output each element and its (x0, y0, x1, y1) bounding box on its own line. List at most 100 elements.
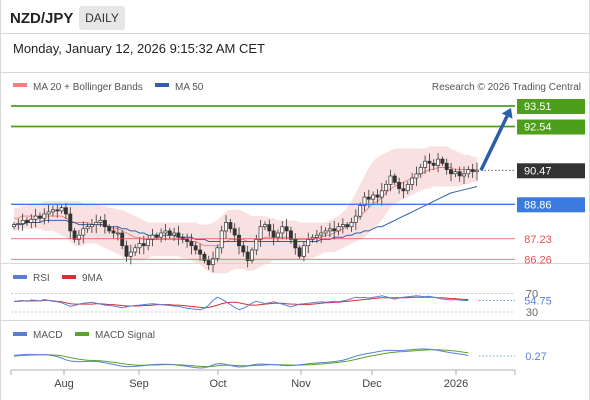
divider-macd (0, 320, 590, 321)
candle (336, 222, 341, 236)
candle-body-up (323, 230, 328, 234)
candle (384, 180, 389, 196)
candle (401, 181, 406, 199)
candle (254, 234, 259, 256)
candle (163, 224, 168, 241)
macd-signal-line (13, 349, 469, 368)
ma20-bb-legend-label: MA 20 + Bollinger Bands (33, 82, 143, 93)
candle (301, 241, 306, 262)
candle (68, 207, 73, 239)
candle-body-down (401, 188, 406, 192)
candle-body-up (306, 239, 311, 247)
candle-body-up (42, 213, 47, 219)
candle-body-up (163, 230, 168, 234)
source-credit: Research © 2026 Trading Central (432, 82, 581, 93)
candle-body-down (366, 196, 371, 200)
candle-body-down (241, 245, 246, 253)
candle (133, 244, 138, 257)
candle (128, 244, 133, 265)
macd-panel: 0.27 (13, 348, 547, 369)
candle (72, 227, 77, 243)
time-tick-label: Aug (54, 378, 74, 390)
candle-body-up (423, 160, 428, 168)
candle-body-up (50, 209, 55, 213)
candle (81, 221, 86, 244)
chart-header: NZD/JPY DAILY (0, 0, 590, 36)
candle (38, 212, 42, 223)
candle (55, 203, 60, 218)
candle (228, 218, 233, 233)
candle-body-down (180, 236, 185, 240)
level-label: 86.26 (524, 254, 552, 266)
rsi-ma-legend-label: 9MA (82, 273, 103, 284)
candle (150, 228, 155, 247)
candle-body-up (258, 226, 263, 240)
candle-body-down (271, 230, 276, 238)
candle (306, 232, 311, 254)
candle (115, 226, 120, 241)
candle-body-up (353, 215, 358, 223)
candle-body-up (371, 194, 376, 200)
candle (332, 220, 337, 240)
candle (297, 245, 302, 260)
candle-body-down (375, 194, 380, 198)
candle-body-up (215, 247, 220, 259)
candle-body-up (33, 215, 38, 220)
candle (189, 233, 194, 255)
candle (124, 240, 129, 262)
candle (258, 219, 263, 247)
candle-body-up (76, 234, 81, 240)
candle-body-up (146, 239, 151, 247)
candle-body-down (444, 162, 449, 170)
time-tick-label: 2026 (444, 378, 468, 390)
candle-body-down (288, 230, 293, 240)
candle (436, 152, 441, 173)
candle (206, 255, 211, 270)
candle-body-up (314, 234, 319, 238)
candle-body-up (115, 232, 120, 235)
candle-body-down (154, 234, 159, 238)
candle (271, 223, 276, 246)
candle (237, 227, 241, 255)
candle (449, 162, 453, 182)
candle (327, 223, 332, 238)
candle (20, 213, 25, 231)
candle-body-down (397, 181, 402, 189)
candle-body-down (185, 239, 190, 242)
candle (85, 223, 90, 233)
price-panel: 93.51 92.54 90.47 88.86 87.23 86.26 (11, 99, 585, 274)
candle-body-down (55, 209, 60, 212)
candle (224, 215, 228, 239)
rsi-legend-label: RSI (33, 273, 50, 284)
level-tag-text: 90.47 (524, 165, 552, 177)
candle-body-down (228, 222, 233, 230)
candle (440, 156, 445, 167)
candle-body-up (16, 223, 21, 225)
candle-body-down (470, 169, 475, 173)
candle (288, 226, 293, 244)
level-tag-text: 92.54 (524, 122, 552, 134)
candle-body-down (124, 245, 129, 257)
macd-legend-label: MACD (33, 330, 62, 341)
candle-body-down (120, 232, 125, 247)
candle (414, 166, 419, 187)
candle-body-up (379, 190, 384, 198)
candle-body-down (102, 220, 107, 228)
timeframe-badge[interactable]: DAILY (79, 6, 125, 30)
candle (193, 241, 198, 255)
candle-body-down (297, 247, 302, 257)
candle-body-up (310, 236, 315, 240)
candle (185, 233, 190, 248)
datetime-stamp: Monday, January 12, 2026 9:15:32 AM CET (13, 41, 265, 56)
time-tick-label: Sep (129, 378, 149, 390)
candle (16, 218, 21, 230)
bollinger-band (14, 146, 477, 274)
level-tag-text: 88.86 (524, 199, 552, 211)
candle (362, 191, 367, 212)
candle-body-down (72, 230, 77, 240)
candle-body-up (89, 224, 94, 228)
candle-body-up (224, 222, 228, 232)
candle-body-up (29, 218, 34, 223)
candle (59, 205, 64, 214)
candle-body-down (206, 260, 211, 266)
